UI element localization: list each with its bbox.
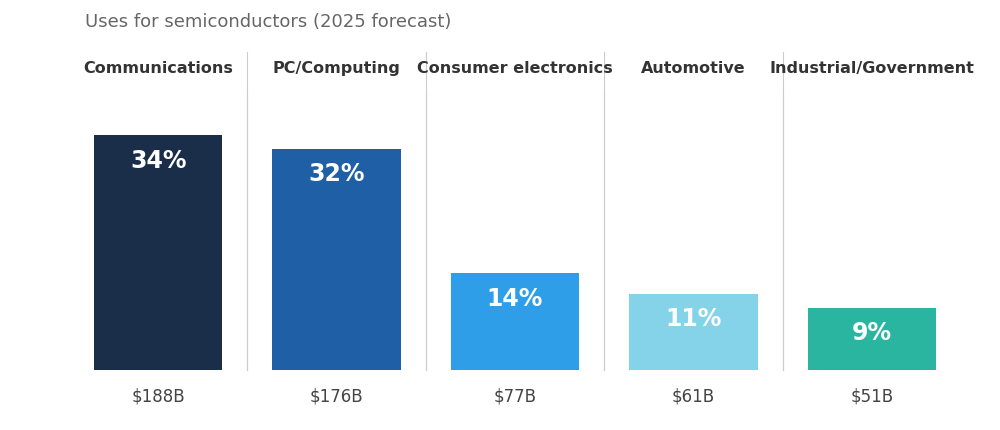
Bar [629, 294, 758, 370]
Text: 9%: 9% [852, 320, 892, 344]
Text: Uses for semiconductors (2025 forecast): Uses for semiconductors (2025 forecast) [85, 13, 451, 31]
Bar [272, 150, 401, 370]
Text: $176B: $176B [310, 387, 363, 405]
Text: $77B: $77B [494, 387, 537, 405]
Text: Consumer electronics: Consumer electronics [417, 60, 613, 75]
Text: $188B: $188B [131, 387, 185, 405]
Bar [451, 273, 579, 370]
Text: Automotive: Automotive [641, 60, 746, 75]
Text: 32%: 32% [308, 162, 365, 186]
Bar [808, 308, 936, 370]
Text: 11%: 11% [665, 307, 722, 330]
Bar [94, 136, 222, 370]
Text: Communications: Communications [83, 60, 233, 75]
Text: PC/Computing: PC/Computing [273, 60, 401, 75]
Text: $51B: $51B [850, 387, 893, 405]
Text: Industrial/Government: Industrial/Government [769, 60, 974, 75]
Text: 34%: 34% [130, 148, 186, 172]
Text: $61B: $61B [672, 387, 715, 405]
Text: 14%: 14% [487, 286, 543, 310]
